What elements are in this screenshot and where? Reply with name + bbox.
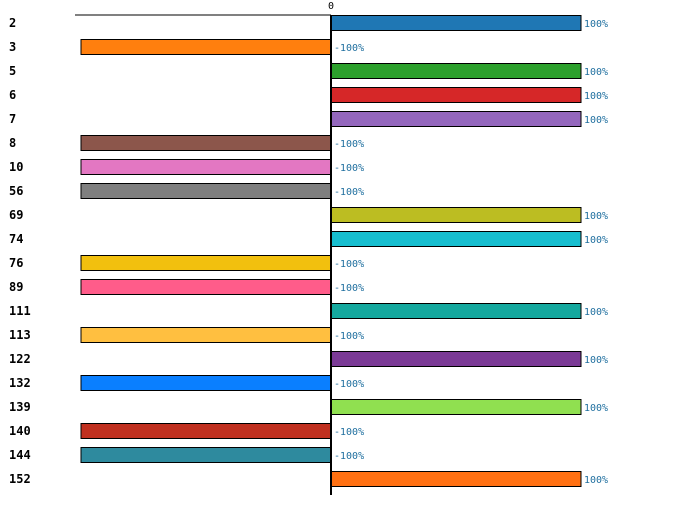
axis-layer: 0 [75,1,334,495]
value-label-113: -100% [334,331,364,342]
category-label-69: 69 [9,208,23,222]
category-label-56: 56 [9,184,23,198]
category-label-10: 10 [9,160,23,174]
value-label-2: 100% [584,19,608,30]
category-label-140: 140 [9,424,31,438]
category-label-8: 8 [9,136,16,150]
bar-144 [80,447,332,463]
bar-76 [80,255,332,271]
bar-6 [330,87,582,103]
zero-tick-label: 0 [328,1,334,12]
bar-7 [330,111,582,127]
bar-3 [80,39,332,55]
value-label-10: -100% [334,163,364,174]
value-label-140: -100% [334,427,364,438]
bar-56 [80,183,332,199]
bar-113 [80,327,332,343]
category-label-2: 2 [9,16,16,30]
bar-152 [330,471,582,487]
value-label-5: 100% [584,67,608,78]
bar-139 [330,399,582,415]
bar-132 [80,375,332,391]
value-label-69: 100% [584,211,608,222]
bar-111 [330,303,582,319]
labels-layer: 2 100% 3 -100% 5 100% 6 100% 7 100% 8 -100% 10 -100% 5… [9,16,608,486]
category-label-74: 74 [9,232,23,246]
value-label-152: 100% [584,475,608,486]
bar-89 [80,279,332,295]
value-label-132: -100% [334,379,364,390]
category-label-113: 113 [9,328,31,342]
value-label-111: 100% [584,307,608,318]
value-label-74: 100% [584,235,608,246]
category-label-132: 132 [9,376,31,390]
value-label-144: -100% [334,451,364,462]
bar-69 [330,207,582,223]
bar-8 [80,135,332,151]
bar-2 [330,15,582,31]
value-label-7: 100% [584,115,608,126]
bar-122 [330,351,582,367]
category-label-89: 89 [9,280,23,294]
category-label-139: 139 [9,400,31,414]
bars-layer [80,15,582,487]
value-label-6: 100% [584,91,608,102]
category-label-76: 76 [9,256,23,270]
value-label-89: -100% [334,283,364,294]
value-label-76: -100% [334,259,364,270]
category-label-111: 111 [9,304,31,318]
category-label-5: 5 [9,64,16,78]
category-label-122: 122 [9,352,31,366]
value-label-56: -100% [334,187,364,198]
bar-5 [330,63,582,79]
category-label-7: 7 [9,112,16,126]
bar-74 [330,231,582,247]
bar-10 [80,159,332,175]
value-label-8: -100% [334,139,364,150]
value-label-139: 100% [584,403,608,414]
value-label-3: -100% [334,43,364,54]
category-label-152: 152 [9,472,31,486]
value-label-122: 100% [584,355,608,366]
bar-140 [80,423,332,439]
category-label-3: 3 [9,40,16,54]
category-label-6: 6 [9,88,16,102]
category-label-144: 144 [9,448,31,462]
